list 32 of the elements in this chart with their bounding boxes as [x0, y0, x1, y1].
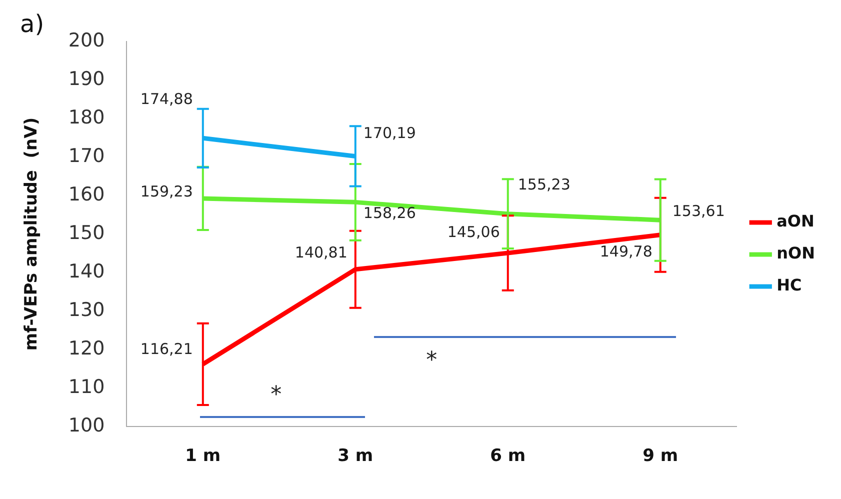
y-tick-label: 160 [68, 183, 105, 206]
data-label: 145,06 [447, 222, 500, 241]
x-tick-label: 3 m [338, 446, 374, 466]
legend-label: nON [776, 244, 816, 263]
chart-title: a) [20, 10, 44, 38]
y-tick-label: 200 [68, 29, 105, 52]
data-label: 155,23 [518, 176, 570, 194]
data-label: 116,21 [140, 340, 193, 358]
y-axis-title: mf-VEPs amplitude (nV) [22, 117, 42, 351]
y-tick-label: 120 [68, 337, 105, 360]
y-tick-label: 170 [68, 144, 105, 167]
x-tick-label: 6 m [490, 446, 526, 466]
y-tick-label: 190 [68, 68, 105, 90]
data-label: 158,26 [363, 204, 416, 222]
x-tick-label: 9 m [642, 446, 678, 466]
data-label: 170,19 [363, 124, 416, 142]
y-tick-label: 110 [68, 376, 105, 398]
annotation: * [270, 382, 282, 408]
data-label: 153,61 [672, 202, 725, 220]
data-label: 174,88 [140, 90, 193, 108]
legend-label: aON [776, 212, 814, 231]
x-tick-label: 1 m [185, 446, 221, 466]
y-tick-label: 140 [68, 260, 105, 282]
data-label: 149,78 [600, 242, 652, 261]
y-tick-label: 130 [68, 298, 105, 321]
annotation: * [426, 348, 438, 373]
y-tick-label: 180 [68, 106, 105, 128]
data-label: 159,23 [140, 182, 193, 200]
y-tick-label: 100 [68, 414, 105, 437]
data-label: 140,81 [294, 243, 348, 262]
legend-label: HC [776, 276, 802, 295]
y-tick-label: 150 [68, 222, 105, 244]
